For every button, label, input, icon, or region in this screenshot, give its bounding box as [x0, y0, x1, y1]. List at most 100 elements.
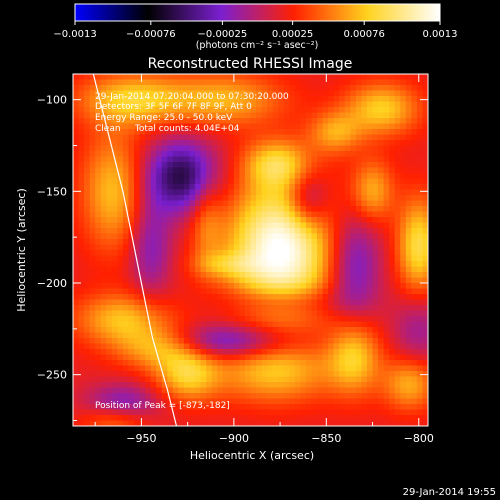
heatmap-cell [305, 354, 312, 361]
heatmap-cell [305, 178, 312, 185]
heatmap-cell [256, 266, 262, 273]
heatmap-cell [289, 178, 296, 185]
heatmap-cell [300, 299, 307, 306]
heatmap-cell [178, 338, 185, 344]
heatmap-cell [344, 299, 351, 306]
heatmap-cell [361, 261, 368, 267]
heatmap-cell [167, 239, 174, 245]
heatmap-cell [416, 327, 423, 333]
heatmap-cell [328, 294, 335, 300]
heatmap-cell [361, 321, 368, 328]
heatmap-cell [161, 349, 168, 355]
heatmap-cell [111, 162, 118, 168]
heatmap-cell [405, 272, 412, 278]
heatmap-cell [211, 140, 218, 146]
heatmap-cell [211, 118, 218, 124]
heatmap-cell [178, 420, 185, 427]
heatmap-cell [311, 162, 318, 168]
heatmap-cell [278, 371, 285, 377]
heatmap-cell [411, 343, 418, 350]
heatmap-cell [311, 101, 318, 108]
heatmap-cell [278, 382, 285, 388]
heatmap-cell [111, 233, 118, 240]
heatmap-cell [95, 349, 102, 355]
heatmap-cell [378, 354, 385, 361]
heatmap-cell [139, 96, 146, 102]
heatmap-cell [272, 173, 279, 179]
heatmap-cell [355, 371, 362, 377]
heatmap-cell [339, 140, 346, 146]
heatmap-cell [394, 250, 401, 256]
heatmap-cell [350, 338, 357, 344]
heatmap-cell [256, 305, 262, 311]
heatmap-cell [267, 134, 274, 141]
heatmap-cell [139, 90, 146, 97]
heatmap-cell [78, 255, 85, 262]
heatmap-cell [328, 228, 335, 234]
heatmap-cell [128, 272, 135, 278]
heatmap-cell [405, 387, 412, 394]
heatmap-cell [361, 310, 368, 317]
heatmap-cell [261, 327, 268, 333]
heatmap-cell [156, 244, 163, 251]
heatmap-cell [416, 310, 423, 317]
heatmap-cell [222, 145, 229, 152]
heatmap-cell [422, 195, 429, 201]
heatmap-cell [289, 129, 296, 135]
heatmap-cell [84, 195, 91, 201]
heatmap-cell [339, 393, 346, 399]
heatmap-cell [289, 123, 296, 130]
heatmap-cell [200, 167, 207, 174]
heatmap-cell [239, 140, 246, 146]
heatmap-cell [361, 349, 368, 355]
heatmap-cell [172, 404, 179, 410]
heatmap-cell [117, 85, 124, 91]
heatmap-cell [139, 123, 146, 130]
heatmap-cell [172, 382, 179, 388]
heatmap-cell [333, 123, 340, 130]
heatmap-cell [161, 338, 168, 344]
heatmap-cell [167, 393, 174, 399]
heatmap-cell [150, 365, 157, 372]
heatmap-cell [117, 371, 124, 377]
heatmap-cell [145, 321, 152, 328]
heatmap-cell [383, 398, 390, 405]
heatmap-cell [333, 360, 340, 366]
heatmap-cell [333, 129, 340, 135]
heatmap-cell [416, 195, 423, 201]
heatmap-cell [283, 316, 290, 322]
heatmap-cell [267, 85, 274, 91]
heatmap-cell [322, 74, 329, 80]
heatmap-cell [394, 151, 401, 157]
heatmap-cell [206, 354, 213, 361]
heatmap-cell [361, 360, 368, 366]
heatmap-cell [128, 266, 135, 273]
heatmap-cell [344, 140, 351, 146]
heatmap-cell [355, 299, 362, 306]
heatmap-cell [78, 74, 85, 80]
heatmap-cell [422, 305, 429, 311]
heatmap-cell [333, 349, 340, 355]
heatmap-cell [244, 376, 251, 383]
heatmap-cell [322, 310, 329, 317]
heatmap-cell [372, 85, 379, 91]
heatmap-cell [322, 244, 329, 251]
heatmap-cell [206, 195, 213, 201]
heatmap-cell [206, 145, 213, 152]
heatmap-cell [228, 184, 235, 190]
heatmap-cell [167, 222, 174, 229]
heatmap-cell [156, 129, 163, 135]
heatmap-cell [89, 415, 96, 421]
heatmap-cell [250, 283, 257, 289]
heatmap-cell [150, 288, 157, 295]
heatmap-cell [289, 288, 296, 295]
heatmap-cell [222, 255, 229, 262]
heatmap-cell [145, 222, 152, 229]
heatmap-cell [167, 343, 174, 350]
heatmap-cell [366, 393, 373, 399]
heatmap-cell [389, 96, 396, 102]
heatmap-cell [333, 354, 340, 361]
heatmap-cell [167, 206, 174, 212]
heatmap-cell [189, 310, 196, 317]
heatmap-cell [200, 244, 207, 251]
